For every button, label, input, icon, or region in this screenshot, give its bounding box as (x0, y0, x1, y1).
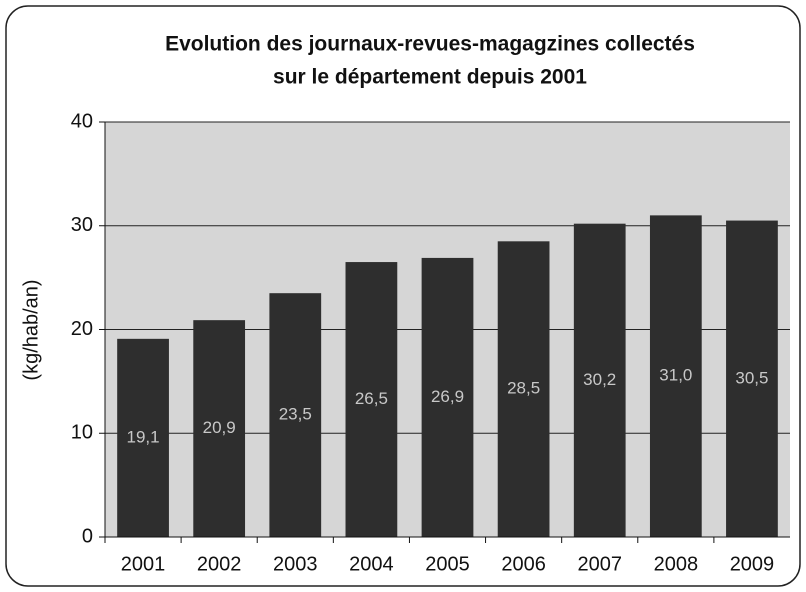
bar (269, 293, 322, 537)
chart-subtitle: sur le département depuis 2001 (273, 66, 587, 89)
value-label: 26,5 (355, 389, 388, 408)
bar (649, 215, 702, 537)
bar (421, 257, 474, 537)
x-tick-label: 2009 (730, 553, 775, 575)
value-label: 30,5 (735, 368, 768, 387)
y-tick-label: 0 (82, 525, 93, 547)
bar (345, 262, 398, 537)
bar (573, 223, 626, 538)
x-tick-label: 2005 (425, 553, 470, 575)
value-label: 23,5 (279, 405, 312, 424)
x-tick-label: 2002 (197, 553, 242, 575)
bar (726, 220, 778, 537)
value-label: 30,2 (583, 370, 616, 389)
bar (497, 241, 550, 537)
bar (117, 338, 169, 537)
value-label: 31,0 (659, 366, 692, 385)
x-tick-label: 2004 (349, 553, 394, 575)
y-axis-label: (kg/hab/an) (20, 279, 42, 380)
x-tick-label: 2001 (121, 553, 166, 575)
value-label: 19,1 (127, 427, 160, 446)
x-tick-label: 2008 (654, 553, 699, 575)
value-label: 20,9 (203, 418, 236, 437)
bar (193, 320, 246, 537)
y-tick-label: 10 (71, 422, 93, 444)
value-label: 28,5 (507, 379, 540, 398)
x-tick-label: 2007 (577, 553, 622, 575)
value-label: 26,9 (431, 387, 464, 406)
y-tick-label: 30 (71, 214, 93, 236)
chart-title: Evolution des journaux-revues-magagzines… (165, 33, 695, 56)
x-tick-label: 2006 (501, 553, 546, 575)
y-tick-label: 20 (71, 318, 93, 340)
x-tick-label: 2003 (273, 553, 318, 575)
y-tick-label: 40 (71, 110, 93, 132)
